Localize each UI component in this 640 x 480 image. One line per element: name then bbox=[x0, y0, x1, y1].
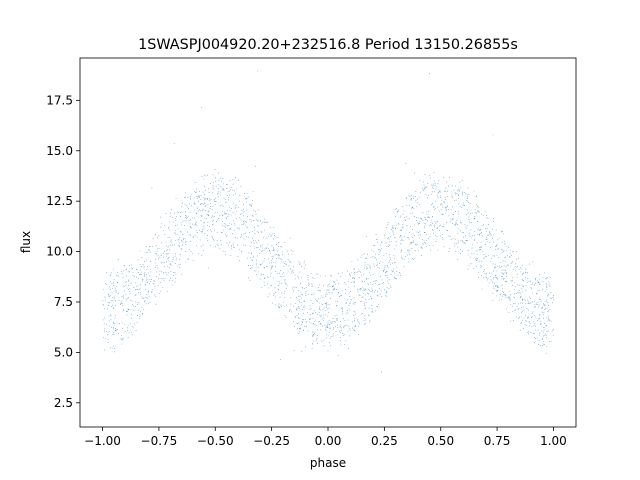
y-axis: 2.5 5.0 7.5 10.0 12.5 15.0 17.5 bbox=[46, 93, 80, 410]
x-tick-label: 0.50 bbox=[427, 434, 454, 448]
y-tick-label: 17.5 bbox=[46, 93, 73, 107]
x-tick-label: 0.75 bbox=[484, 434, 511, 448]
x-axis: −1.00 −0.75 −0.50 −0.25 0.00 0.25 0.50 0.75 1.00 bbox=[84, 427, 567, 448]
x-tick-label: 0.00 bbox=[315, 434, 342, 448]
y-tick-label: 2.5 bbox=[54, 396, 73, 410]
x-tick-label: 1.00 bbox=[540, 434, 567, 448]
y-tick-label: 15.0 bbox=[46, 144, 73, 158]
y-tick-label: 12.5 bbox=[46, 194, 73, 208]
y-tick-label: 5.0 bbox=[54, 345, 73, 359]
y-axis-label: flux bbox=[19, 231, 33, 253]
x-tick-label: 0.25 bbox=[371, 434, 398, 448]
plot-background bbox=[80, 58, 576, 427]
x-tick-label: −0.50 bbox=[197, 434, 234, 448]
x-tick-label: −0.25 bbox=[253, 434, 290, 448]
x-axis-label: phase bbox=[310, 456, 346, 470]
x-tick-label: −0.75 bbox=[141, 434, 178, 448]
y-tick-label: 10.0 bbox=[46, 245, 73, 259]
chart-title: 1SWASPJ004920.20+232516.8 Period 13150.2… bbox=[138, 37, 518, 53]
x-tick-label: −1.00 bbox=[84, 434, 121, 448]
y-tick-label: 7.5 bbox=[54, 295, 73, 309]
plot-area bbox=[79, 57, 577, 428]
